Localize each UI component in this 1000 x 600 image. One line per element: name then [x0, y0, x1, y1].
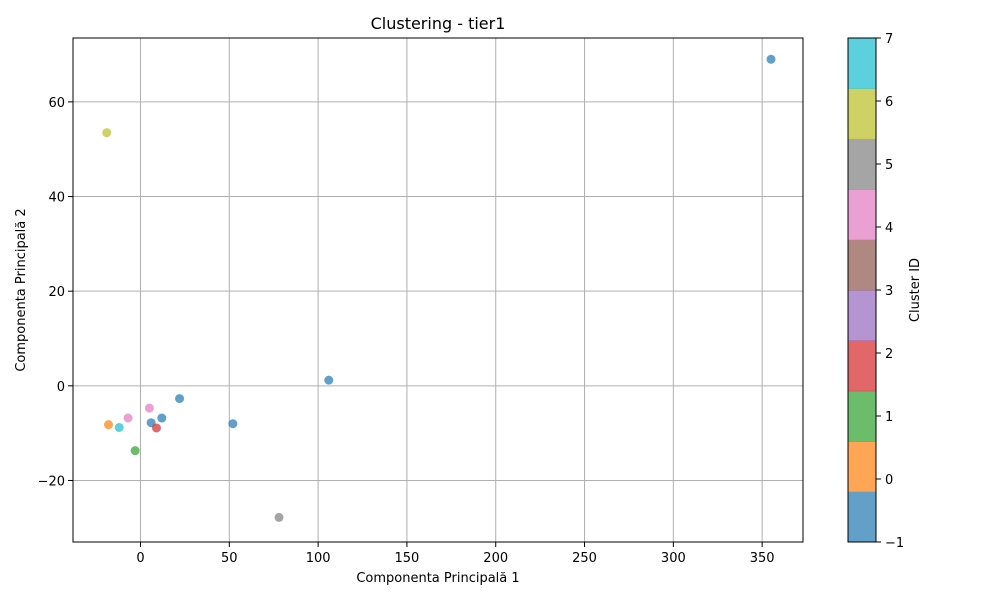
- data-point: [228, 419, 238, 429]
- x-tick-label: 150: [395, 551, 420, 566]
- x-axis-ticks: 0 50 100 150 200 250 300 350: [136, 542, 775, 566]
- colorbar-label: Cluster ID: [908, 258, 923, 322]
- y-tick-label: 40: [48, 191, 65, 206]
- colorbar-segment: [848, 88, 876, 140]
- data-point: [151, 423, 161, 433]
- y-tick-label: −20: [38, 474, 65, 489]
- colorbar-tick-label: 0: [885, 473, 893, 488]
- colorbar-tick-label: 5: [885, 158, 893, 173]
- colorbar-tick-label: −1: [885, 536, 904, 551]
- x-tick-label: 50: [221, 551, 238, 566]
- y-tick-label: 20: [48, 285, 65, 300]
- x-tick-label: 300: [661, 551, 686, 566]
- colorbar-segment: [848, 491, 876, 543]
- colorbar-segment: [848, 390, 876, 442]
- data-point: [274, 512, 284, 522]
- data-point: [123, 413, 133, 423]
- x-tick-label: 350: [750, 551, 775, 566]
- x-axis-label: Componenta Principală 1: [356, 571, 519, 586]
- y-axis-label: Componenta Principală 2: [14, 208, 29, 371]
- y-tick-label: 0: [57, 380, 65, 395]
- data-point: [130, 446, 140, 456]
- colorbar-tick-label: 4: [885, 221, 893, 236]
- x-tick-label: 0: [136, 551, 144, 566]
- y-tick-label: 60: [48, 96, 65, 111]
- colorbar-segment: [848, 239, 876, 291]
- data-point: [324, 375, 334, 385]
- colorbar-tick-label: 2: [885, 347, 893, 362]
- data-point: [104, 420, 114, 430]
- colorbar-tick-label: 3: [885, 284, 893, 299]
- x-tick-label: 200: [483, 551, 508, 566]
- colorbar-tick-label: 1: [885, 410, 893, 425]
- colorbar-segment: [848, 290, 876, 341]
- data-point: [766, 54, 776, 64]
- data-point: [157, 413, 167, 423]
- grid-lines: [73, 38, 803, 542]
- data-point: [144, 403, 154, 413]
- chart-title: Clustering - tier1: [371, 14, 506, 33]
- colorbar-segment: [848, 138, 876, 190]
- data-point: [175, 394, 185, 404]
- colorbar-tick-label: 6: [885, 95, 893, 110]
- colorbar-segment: [848, 38, 876, 89]
- colorbar-segment: [848, 189, 876, 241]
- data-point: [102, 128, 112, 138]
- colorbar-tick-label: 7: [885, 32, 893, 47]
- data-point: [114, 422, 124, 432]
- y-axis-ticks: −20 0 20 40 60: [38, 96, 73, 489]
- x-tick-label: 100: [306, 551, 331, 566]
- plot-frame: [72, 37, 804, 543]
- x-tick-label: 250: [572, 551, 597, 566]
- colorbar: [848, 38, 876, 543]
- colorbar-segment: [848, 340, 876, 392]
- scatter-points: [102, 54, 776, 522]
- colorbar-ticks: −1 0 1 2 3 4 5 6 7: [876, 32, 904, 551]
- colorbar-segment: [848, 441, 876, 493]
